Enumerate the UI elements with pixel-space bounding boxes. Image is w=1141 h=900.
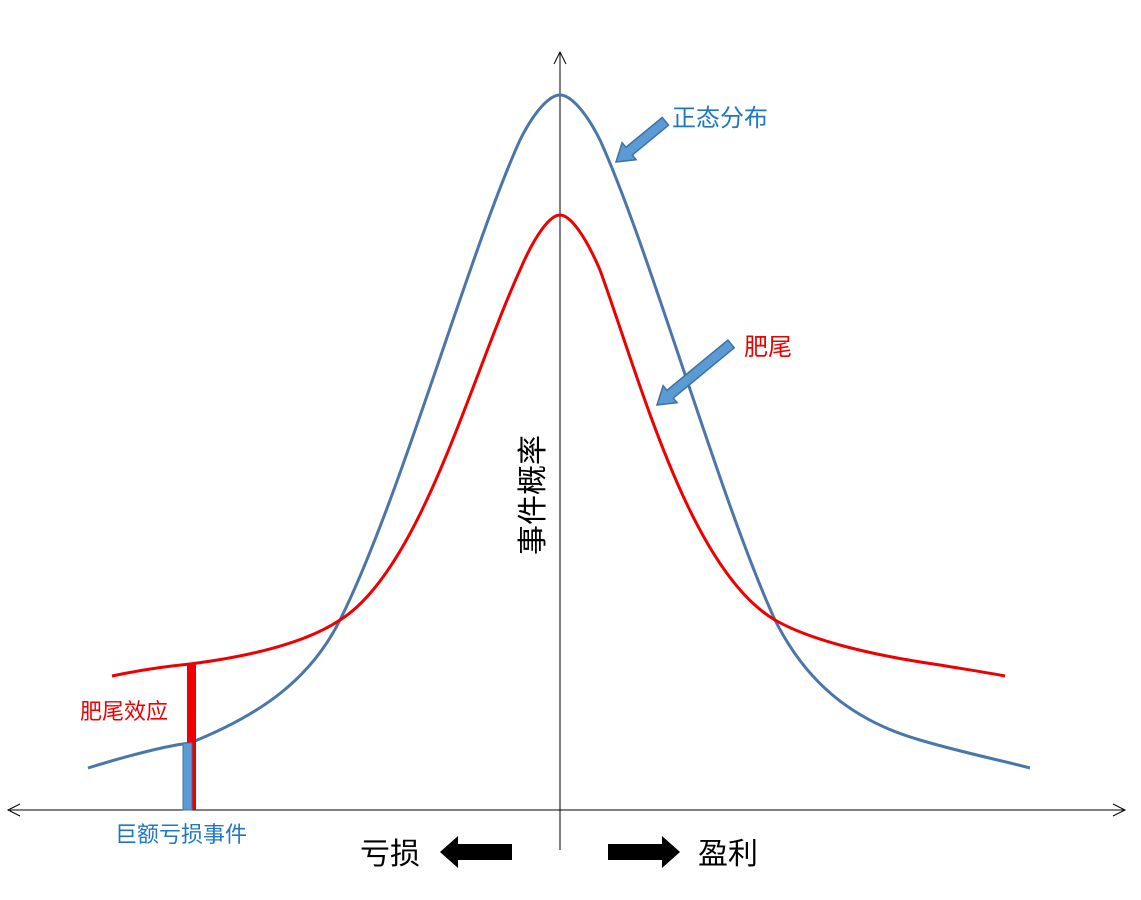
normal-distribution-label: 正态分布 [672,104,768,132]
y-axis-label: 事件概率 [516,435,551,555]
profit-label: 盈利 [698,837,758,872]
fat-tail-pointer-arrow-icon [655,339,736,406]
x-axis-right-arrowhead [1112,803,1127,817]
huge-loss-bar [182,742,193,811]
fat-tail-label: 肥尾 [744,333,792,361]
x-axis-left-arrowhead [6,803,21,817]
y-axis-arrowhead [553,50,567,65]
right-block-arrow-icon [608,836,680,868]
normal-pointer-arrow-icon [614,116,670,163]
normal-distribution-curve [87,93,1031,770]
huge-loss-event-label: 巨额亏损事件 [115,823,247,848]
fat-tail-curve [111,213,1006,678]
left-block-arrow-icon [440,836,512,868]
fat-tail-effect-bar [187,664,196,810]
fat-tail-effect-label: 肥尾效应 [80,700,168,725]
loss-label: 亏损 [360,837,420,872]
